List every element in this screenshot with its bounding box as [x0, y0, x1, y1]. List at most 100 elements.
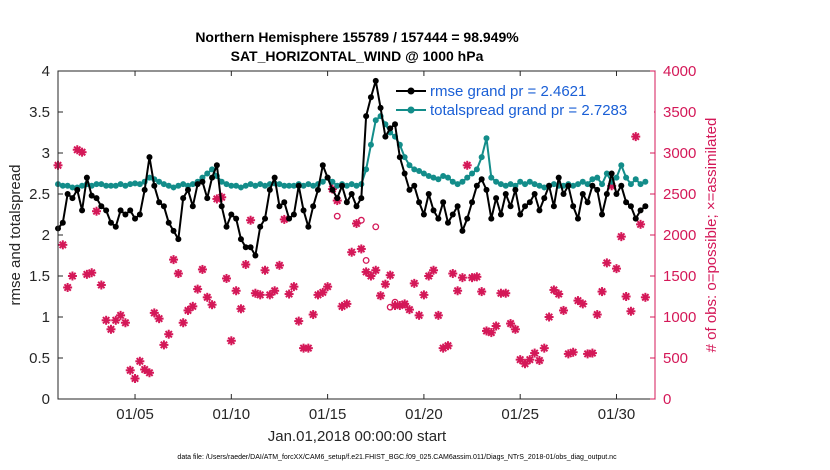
- totalspread-point: [276, 181, 283, 188]
- obs-assimilated-point: [169, 255, 179, 265]
- y-tick-label-right: 3500: [663, 104, 696, 121]
- obs-assimilated-point: [92, 206, 102, 216]
- rmse-point: [156, 199, 163, 206]
- totalspread-point: [64, 182, 71, 189]
- rmse-point: [497, 211, 504, 218]
- rmse-point: [570, 203, 577, 210]
- obs-assimilated-point: [366, 271, 376, 281]
- obs-assimilated-point: [501, 288, 511, 298]
- rmse-point: [637, 207, 644, 214]
- rmse-point: [233, 215, 240, 222]
- obs-assimilated-point: [587, 348, 597, 358]
- rmse-point: [194, 181, 201, 188]
- totalspread-point: [223, 181, 230, 188]
- rmse-point: [213, 162, 220, 169]
- totalspread-point: [122, 182, 129, 189]
- rmse-point: [396, 154, 403, 161]
- rmse-point: [444, 219, 451, 226]
- obs-assimilated-point: [116, 310, 126, 320]
- rmse-point: [271, 174, 278, 181]
- rmse-point: [141, 186, 148, 193]
- obs-assimilated-point: [96, 280, 106, 290]
- obs-assimilated-point: [144, 368, 154, 378]
- totalspread-point: [478, 154, 485, 161]
- totalspread-point: [488, 174, 495, 181]
- rmse-point: [358, 195, 365, 202]
- obs-assimilated-point: [246, 215, 256, 225]
- rmse-point: [627, 203, 634, 210]
- totalspread-point: [204, 170, 211, 177]
- totalspread-point: [170, 184, 177, 191]
- totalspread-point: [132, 180, 139, 187]
- totalspread-point: [406, 162, 413, 169]
- rmse-point: [334, 195, 341, 202]
- x-tick-label: 01/25: [501, 406, 539, 423]
- totalspread-point: [218, 178, 225, 185]
- rmse-point: [464, 215, 471, 222]
- totalspread-point: [343, 182, 350, 189]
- totalspread-point: [237, 184, 244, 191]
- obs-assimilated-point: [202, 292, 212, 302]
- obs-assimilated-point: [539, 343, 549, 353]
- obs-assimilated-point: [284, 289, 294, 299]
- x-axis-label: Jan.01,2018 00:00:00 start: [268, 428, 447, 445]
- totalspread-point: [512, 182, 519, 189]
- obs-assimilated-point: [154, 314, 164, 324]
- rmse-point: [329, 186, 336, 193]
- rmse-point: [305, 223, 312, 230]
- totalspread-point: [189, 181, 196, 188]
- totalspread-point: [541, 184, 548, 191]
- rmse-point: [579, 191, 586, 197]
- rmse-point: [300, 207, 307, 214]
- obs-assimilated-point: [241, 260, 251, 270]
- totalspread-point: [531, 181, 538, 188]
- rmse-point: [151, 182, 158, 189]
- rmse-point: [401, 170, 408, 177]
- totalspread-point: [262, 182, 269, 189]
- obs-assimilated-point: [303, 343, 313, 353]
- rmse-point: [454, 203, 461, 210]
- obs-assimilated-point: [347, 247, 357, 257]
- rmse-point: [599, 211, 606, 218]
- rmse-point: [252, 252, 259, 259]
- obs-assimilated-point: [453, 286, 463, 296]
- obs-assimilated-point: [404, 305, 414, 315]
- rmse-point: [623, 199, 630, 206]
- obs-assimilated-point: [342, 299, 352, 309]
- totalspread-point: [603, 170, 610, 177]
- totalspread-point: [348, 181, 355, 188]
- rmse-point: [469, 199, 476, 206]
- totalspread-point: [305, 181, 312, 188]
- totalspread-point: [440, 172, 447, 179]
- rmse-point: [319, 162, 326, 169]
- rmse-point: [363, 113, 370, 120]
- rmse-point: [184, 186, 191, 193]
- totalspread-point: [247, 181, 254, 188]
- obs-assimilated-point: [265, 290, 275, 300]
- totalspread-point: [401, 154, 408, 161]
- obs-assimilated-point: [125, 365, 135, 375]
- x-tick-label: 01/15: [309, 406, 347, 423]
- rmse-point: [204, 195, 211, 202]
- rmse-point: [493, 195, 500, 202]
- rmse-point: [218, 203, 225, 210]
- totalspread-point: [444, 174, 451, 181]
- rmse-point: [199, 178, 206, 185]
- rmse-point: [122, 211, 129, 218]
- x-tick-label: 01/30: [598, 406, 636, 423]
- x-tick-label: 01/10: [213, 406, 251, 423]
- obs-assimilated-point: [443, 341, 453, 351]
- obs-assimilated-point: [578, 299, 588, 309]
- y-tick-label-right: 0: [663, 391, 671, 408]
- rmse-point: [377, 104, 384, 111]
- totalspread-point: [420, 170, 427, 177]
- rmse-point: [247, 244, 254, 251]
- obs-assimilated-point: [308, 310, 318, 320]
- obs-assimilated-point: [164, 329, 174, 339]
- obs-assimilated-point: [477, 287, 487, 297]
- obs-assimilated-point: [236, 304, 246, 314]
- totalspread-point: [550, 181, 557, 188]
- totalspread-point: [310, 182, 317, 189]
- totalspread-point: [526, 178, 533, 185]
- axes-layer: 01/05 01/10 01/15 01/20 01/25 01/30 0 0.5 1 1.5 2 2…: [29, 63, 696, 423]
